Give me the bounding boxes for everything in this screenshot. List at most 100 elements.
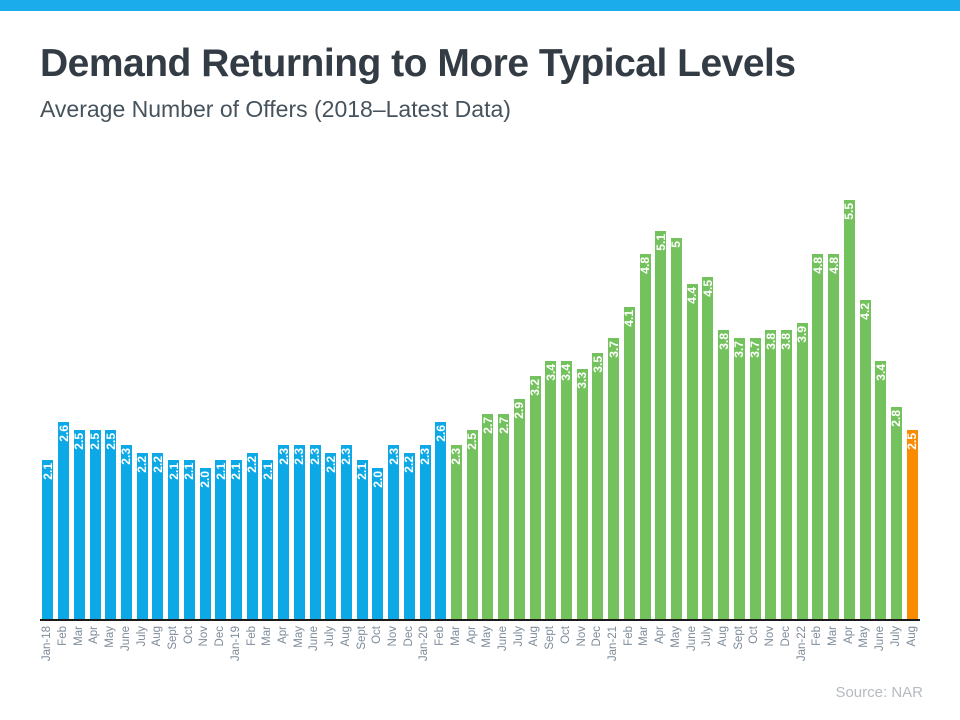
bar-5-june: 2.3 bbox=[119, 445, 134, 621]
x-axis-label: Apr bbox=[842, 626, 855, 644]
bar-55-aug: 2.5 bbox=[905, 430, 920, 621]
x-axis-label: Oct bbox=[371, 626, 384, 644]
bar-29-june: 2.7 bbox=[496, 414, 511, 621]
x-axis-label: Nov bbox=[575, 626, 588, 647]
bar-38-mar: 4.8 bbox=[638, 254, 652, 621]
bar-45-oct: 3.7 bbox=[748, 338, 762, 621]
x-axis-label: June bbox=[874, 626, 887, 651]
bar-37-feb: 4.1 bbox=[622, 307, 636, 621]
x-axis-label: May bbox=[481, 626, 494, 648]
bar-28-may: 2.7 bbox=[481, 414, 495, 621]
bar-value-label: 2.8 bbox=[889, 410, 904, 427]
bar-value-label: 3.3 bbox=[575, 372, 590, 389]
bar-44-sept: 3.7 bbox=[732, 338, 746, 621]
bar-value-label: 3.4 bbox=[559, 364, 574, 381]
x-axis-label: Sept bbox=[167, 626, 180, 650]
x-axis-label: Feb bbox=[622, 626, 635, 646]
x-axis-label: Oct bbox=[748, 626, 761, 644]
bar-value-label: 5.1 bbox=[653, 234, 668, 251]
x-axis-label: Dec bbox=[402, 626, 415, 647]
bar-value-label: 2.1 bbox=[182, 463, 197, 480]
bar-11-dec: 2.1 bbox=[214, 460, 228, 621]
bar-value-label: 2.3 bbox=[386, 448, 401, 465]
bar-6-july: 2.2 bbox=[135, 453, 150, 621]
bar-value-label: 3.9 bbox=[795, 326, 810, 343]
bar-value-label: 2.3 bbox=[119, 448, 134, 465]
bar-51-apr: 5.5 bbox=[842, 200, 857, 621]
x-axis-label: June bbox=[119, 626, 132, 651]
bar-14-mar: 2.1 bbox=[260, 460, 275, 621]
x-axis-label: Dec bbox=[214, 626, 227, 647]
bar-value-label: 2.2 bbox=[135, 456, 150, 473]
bar-value-label: 2.2 bbox=[150, 456, 165, 473]
bar-value-label: 2.5 bbox=[465, 433, 480, 450]
bar-47-dec: 3.8 bbox=[779, 330, 793, 621]
x-axis-label: Mar bbox=[638, 626, 651, 646]
bar-9-oct: 2.1 bbox=[182, 460, 197, 621]
bar-19-aug: 2.3 bbox=[339, 445, 354, 621]
bar-value-label: 2.5 bbox=[905, 433, 920, 450]
bar-4-may: 2.5 bbox=[103, 430, 118, 621]
bar-20-sept: 2.1 bbox=[355, 460, 370, 621]
bar-value-label: 2.7 bbox=[496, 417, 511, 434]
bar-value-label: 2.0 bbox=[370, 471, 385, 488]
x-axis-label: Sept bbox=[355, 626, 368, 650]
bar-1-feb: 2.6 bbox=[56, 422, 71, 621]
x-axis-label: Apr bbox=[654, 626, 667, 644]
bar-8-sept: 2.1 bbox=[166, 460, 181, 621]
bar-value-label: 2.3 bbox=[339, 448, 354, 465]
bar-21-oct: 2.0 bbox=[370, 468, 385, 621]
bar-40-may: 5 bbox=[669, 238, 683, 621]
x-axis-label: Oct bbox=[559, 626, 572, 644]
bar-value-label: 4.4 bbox=[685, 287, 700, 304]
bar-31-aug: 3.2 bbox=[528, 376, 542, 621]
bar-30-july: 2.9 bbox=[512, 399, 526, 621]
bar-value-label: 2.5 bbox=[103, 433, 118, 450]
x-axis-label: Apr bbox=[88, 626, 101, 644]
bar-54-july: 2.8 bbox=[889, 407, 904, 621]
x-axis-label: Mar bbox=[449, 626, 462, 646]
bar-value-label: 2.1 bbox=[166, 463, 181, 480]
bar-36-jan-21: 3.7 bbox=[606, 338, 621, 621]
bar-13-feb: 2.2 bbox=[245, 453, 260, 621]
x-axis-label: Aug bbox=[151, 626, 164, 647]
bar-value-label: 3.7 bbox=[606, 341, 621, 358]
x-axis-label: May bbox=[858, 626, 871, 648]
x-axis-label: Mar bbox=[827, 626, 840, 646]
x-axis-label: Jan-20 bbox=[418, 626, 431, 662]
x-axis-label: Aug bbox=[528, 626, 541, 647]
bar-24-jan-20: 2.3 bbox=[418, 445, 432, 621]
x-axis-label: Feb bbox=[245, 626, 258, 646]
x-axis-label: Nov bbox=[764, 626, 777, 647]
bar-value-label: 2.6 bbox=[56, 425, 71, 442]
x-axis-label: July bbox=[324, 626, 337, 647]
bar-value-label: 2.1 bbox=[40, 463, 55, 480]
bar-value-label: 2.3 bbox=[449, 448, 464, 465]
x-axis-label: May bbox=[292, 626, 305, 648]
bar-value-label: 2.5 bbox=[88, 433, 102, 450]
chart-title: Demand Returning to More Typical Levels bbox=[40, 42, 796, 85]
bar-value-label: 2.2 bbox=[245, 456, 260, 473]
x-axis-label: Feb bbox=[57, 626, 70, 646]
bar-value-label: 3.8 bbox=[716, 333, 731, 350]
bar-value-label: 3.7 bbox=[748, 341, 762, 358]
source-credit: Source: NAR bbox=[835, 684, 923, 701]
bar-value-label: 2.1 bbox=[229, 463, 244, 480]
bar-value-label: 2.1 bbox=[260, 463, 275, 480]
x-axis-label: Dec bbox=[591, 626, 604, 647]
bar-46-nov: 3.8 bbox=[764, 330, 778, 621]
bar-value-label: 5.5 bbox=[842, 203, 857, 220]
bar-value-label: 2.1 bbox=[355, 463, 370, 480]
bar-value-label: 2.3 bbox=[292, 448, 307, 465]
bar-34-nov: 3.3 bbox=[575, 369, 590, 621]
bar-50-mar: 4.8 bbox=[827, 254, 841, 621]
x-axis-label: Aug bbox=[905, 626, 918, 647]
x-axis-label: May bbox=[104, 626, 117, 648]
bar-17-june: 2.3 bbox=[308, 445, 322, 621]
bar-value-label: 2.5 bbox=[72, 433, 87, 450]
bar-27-apr: 2.5 bbox=[465, 430, 480, 621]
x-axis-label: Apr bbox=[465, 626, 478, 644]
x-axis-label: Aug bbox=[339, 626, 352, 647]
x-axis-label: July bbox=[889, 626, 902, 647]
x-axis-label: Nov bbox=[198, 626, 211, 647]
